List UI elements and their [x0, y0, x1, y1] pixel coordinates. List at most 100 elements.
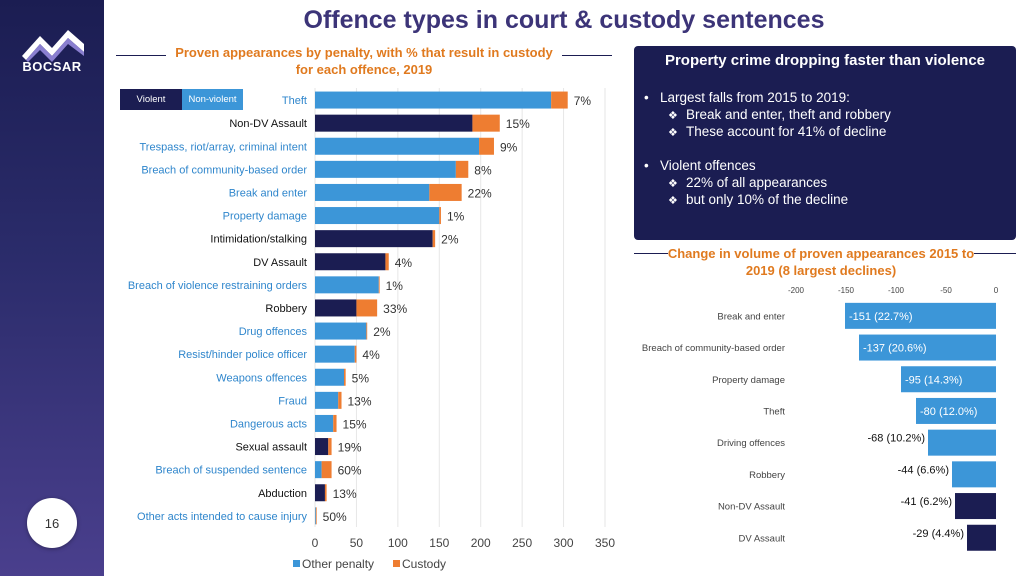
custody-pct-label: 22% — [468, 186, 492, 200]
category-label: DV Assault — [739, 533, 786, 544]
bar-custody — [356, 299, 378, 317]
diamond-bullet-icon: ❖ — [668, 110, 678, 122]
bullet-text: Largest falls from 2015 to 2019: — [660, 90, 850, 105]
x-tick-label: -100 — [888, 286, 905, 295]
category-label: Abduction — [258, 488, 307, 500]
sub-bullet-41-percent: ❖ These account for 41% of decline — [668, 124, 886, 139]
bar-other-penalty — [315, 160, 456, 178]
bar-other-penalty — [315, 114, 473, 132]
sub-bullet-10-percent: ❖ but only 10% of the decline — [668, 192, 848, 207]
bar-custody — [344, 368, 346, 386]
category-label: Sexual assault — [235, 442, 307, 454]
custody-pct-label: 13% — [348, 394, 372, 408]
category-label: Dangerous acts — [230, 418, 308, 430]
category-label: Non-DV Assault — [229, 118, 307, 130]
data-label: -95 (14.3%) — [905, 374, 962, 386]
bar-custody — [378, 276, 380, 294]
bar-custody — [328, 438, 332, 456]
legend-swatch-other-penalty — [293, 560, 300, 567]
diamond-bullet-icon: ❖ — [668, 127, 678, 139]
custody-pct-label: 50% — [323, 510, 347, 524]
custody-pct-label: 19% — [338, 441, 362, 455]
category-label: Intimidation/stalking — [210, 234, 307, 246]
info-box-title: Property crime dropping faster than viol… — [664, 52, 986, 69]
custody-pct-label: 15% — [343, 417, 367, 431]
right-rule-right — [974, 253, 1016, 254]
data-label: -68 (10.2%) — [868, 433, 925, 445]
bar-other-penalty — [315, 91, 552, 109]
custody-pct-label: 5% — [352, 371, 370, 385]
change-bar — [916, 397, 996, 424]
bar-other-penalty — [315, 414, 334, 432]
bar-other-penalty — [315, 207, 440, 225]
custody-pct-label: 2% — [373, 325, 391, 339]
category-label: Breach of community-based order — [141, 164, 307, 176]
custody-pct-label: 1% — [386, 279, 404, 293]
legend-label-custody: Custody — [402, 557, 446, 571]
bar-other-penalty — [315, 345, 355, 363]
bar-other-penalty — [315, 438, 329, 456]
data-label: -29 (4.4%) — [913, 528, 964, 540]
bocsar-logo-icon — [22, 30, 84, 62]
category-label: Robbery — [265, 303, 307, 315]
bar-custody — [439, 207, 441, 225]
bullet-largest-falls: • Largest falls from 2015 to 2019: — [644, 90, 850, 105]
page-title: Offence types in court & custody sentenc… — [303, 6, 825, 34]
right-chart-title: Change in volume of proven appearances 2… — [667, 246, 975, 278]
x-tick-label: 50 — [350, 536, 364, 550]
data-label: -80 (12.0%) — [920, 406, 977, 418]
custody-pct-label: 15% — [506, 117, 530, 131]
x-tick-label: 350 — [595, 536, 615, 550]
category-label: Property damage — [712, 375, 785, 386]
category-label: Theft — [282, 95, 307, 107]
x-tick-label: -150 — [838, 286, 855, 295]
legend-violent: Violent — [120, 89, 182, 110]
bar-other-penalty — [315, 299, 357, 317]
bar-other-penalty — [315, 276, 379, 294]
left-rule-right — [562, 55, 612, 56]
category-label: Theft — [763, 406, 785, 417]
bar-other-penalty — [315, 391, 339, 409]
bar-custody — [324, 484, 327, 502]
category-label: Fraud — [278, 395, 307, 407]
bullet-icon: • — [644, 90, 649, 105]
bar-custody — [479, 137, 494, 155]
left-chart-title: Proven appearances by penalty, with % th… — [175, 45, 553, 77]
x-tick-label: 100 — [388, 536, 408, 550]
custody-pct-label: 13% — [333, 487, 357, 501]
penalty-bar-chart: 0 50 100 150 200 250 300 350 Theft 7% Non-DV Assau… — [128, 88, 615, 571]
category-label: Break and enter — [717, 311, 785, 322]
sub-bullet-text: Break and enter, theft and robbery — [686, 107, 891, 122]
category-label: Property damage — [223, 211, 307, 223]
category-label: Drug offences — [239, 326, 308, 338]
data-label: -44 (6.6%) — [898, 464, 949, 476]
sub-bullet-break-enter: ❖ Break and enter, theft and robbery — [668, 107, 891, 122]
custody-pct-label: 2% — [441, 233, 459, 247]
sub-bullet-22-percent: ❖ 22% of all appearances — [668, 175, 827, 190]
brand-name: BOCSAR — [22, 59, 82, 74]
bar-other-penalty — [315, 461, 322, 479]
diamond-bullet-icon: ❖ — [668, 195, 678, 207]
bullet-text: Violent offences — [660, 158, 756, 173]
bullet-icon: • — [644, 158, 649, 173]
change-bar — [845, 302, 996, 329]
change-bar — [859, 334, 996, 361]
sidebar: BOCSAR 16 — [0, 0, 104, 576]
category-label: DV Assault — [253, 257, 307, 269]
x-tick-label: 250 — [512, 536, 532, 550]
legend-non-violent: Non-violent — [182, 89, 243, 110]
bar-custody — [321, 461, 332, 479]
bar-custody — [338, 391, 342, 409]
sub-bullet-text: but only 10% of the decline — [686, 192, 849, 207]
sub-bullet-text: 22% of all appearances — [686, 175, 828, 190]
category-label: Breach of violence restraining orders — [128, 280, 308, 292]
custody-pct-label: 60% — [338, 464, 362, 478]
custody-pct-label: 7% — [574, 94, 592, 108]
x-tick-label: 0 — [994, 286, 999, 295]
legend-label-other-penalty: Other penalty — [302, 557, 374, 571]
x-tick-label: -50 — [940, 286, 952, 295]
category-label: Other acts intended to cause injury — [137, 511, 307, 523]
bar-custody — [472, 114, 500, 132]
category-label: Trespass, riot/array, criminal intent — [140, 141, 308, 153]
custody-pct-label: 1% — [447, 210, 465, 224]
